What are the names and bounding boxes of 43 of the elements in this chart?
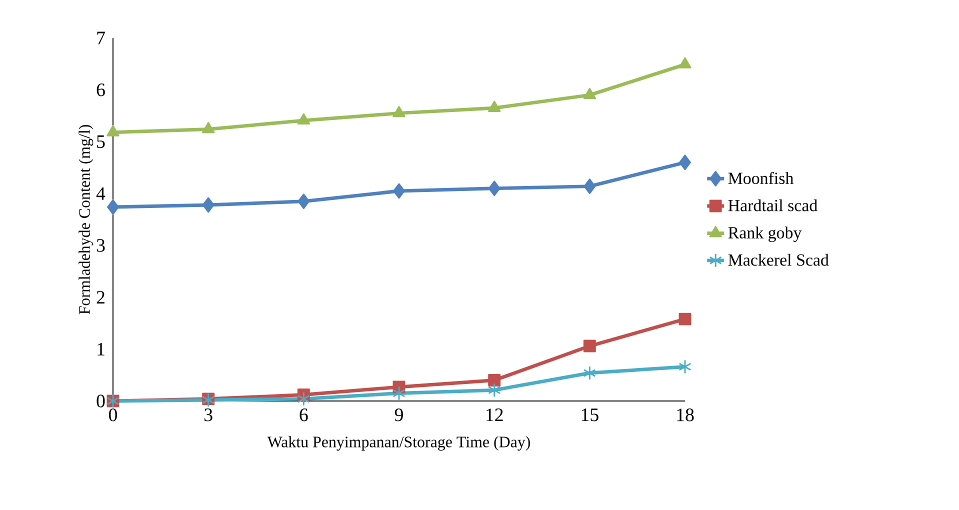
y-tick-label: 3	[96, 239, 105, 252]
point	[488, 382, 501, 398]
y-tick-label: 0	[96, 394, 105, 408]
point	[678, 312, 692, 326]
y-tick-label: 2	[96, 291, 104, 304]
point	[583, 88, 596, 100]
point	[678, 360, 692, 374]
x-tick-label: 0	[108, 408, 118, 422]
point	[392, 386, 406, 400]
point	[488, 180, 500, 196]
point	[679, 154, 691, 170]
y-tick-label: 5	[97, 135, 105, 148]
point	[678, 57, 692, 68]
x-tick-label: 3	[204, 408, 212, 422]
point	[584, 178, 596, 194]
legend-label: Moonfish	[728, 172, 794, 184]
point	[392, 106, 406, 118]
x-axis-title: Waktu Penyimpanan/Storage Time (Day)	[267, 436, 530, 451]
point	[107, 199, 119, 215]
y-tick-label: 6	[96, 84, 105, 96]
point	[106, 125, 120, 136]
x-tick-label: 12	[486, 408, 503, 422]
x-tick-label: 9	[394, 408, 403, 422]
x-tick-label: 6	[300, 408, 308, 422]
point	[297, 392, 310, 406]
x-tick-label: 15	[582, 408, 598, 422]
y-tick-label: 4	[96, 187, 106, 200]
point	[583, 366, 596, 380]
point	[488, 374, 501, 386]
x-tick-label: 18	[677, 408, 694, 422]
point	[393, 183, 405, 199]
point	[202, 197, 214, 213]
y-tick-label: 1	[98, 342, 104, 356]
legend-label: Rank goby	[728, 226, 802, 242]
point	[297, 113, 310, 124]
point	[583, 340, 596, 352]
point	[202, 122, 215, 134]
y-axis-title: Formladehyde Content (mg/l)	[78, 124, 94, 314]
point	[298, 194, 310, 210]
y-tick-label: 7	[97, 32, 105, 44]
legend-label: Hardtail scad	[728, 199, 818, 212]
point	[488, 100, 501, 112]
legend-label: Mackerel Scad	[728, 254, 829, 266]
